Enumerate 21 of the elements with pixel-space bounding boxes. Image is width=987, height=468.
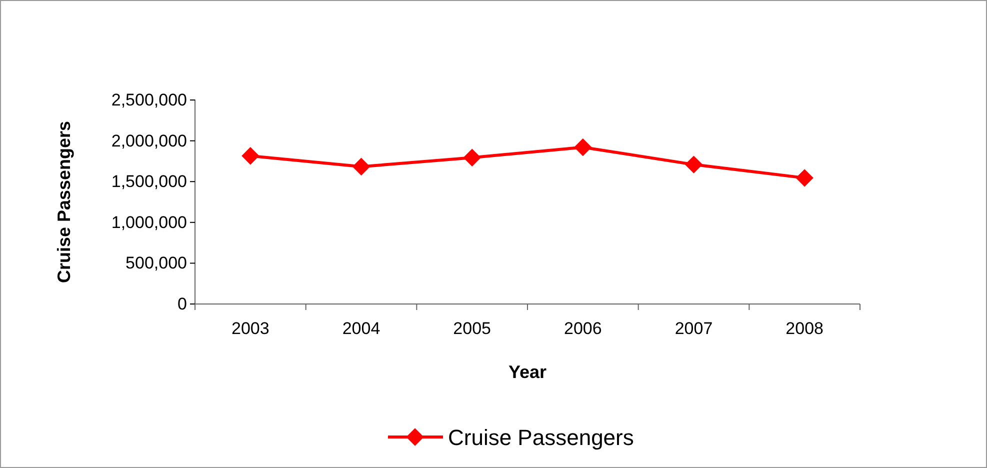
- x-tick-label: 2006: [564, 319, 602, 338]
- y-tick-label: 500,000: [126, 254, 187, 273]
- y-tick-label: 0: [178, 294, 187, 314]
- point: [796, 169, 814, 187]
- x-tick-label: 2003: [232, 319, 270, 338]
- x-tick-label: 2008: [786, 319, 824, 338]
- x-tick-label: 2005: [453, 319, 491, 338]
- x-tick-label: 2004: [342, 319, 380, 338]
- y-tick-label: 2,500,000: [111, 90, 187, 110]
- y-tick-label: 1,000,000: [111, 212, 187, 232]
- x-axis-title: Year: [508, 362, 547, 382]
- y-tick-label: 2,000,000: [111, 131, 187, 150]
- point: [574, 138, 592, 156]
- x-tick-label: 2007: [674, 319, 713, 338]
- point: [352, 158, 370, 176]
- y-tick-label: 1,500,000: [111, 172, 187, 192]
- point: [463, 148, 481, 166]
- legend-label: Cruise Passengers: [448, 425, 634, 450]
- point: [242, 147, 260, 165]
- y-axis-title: Cruise Passengers: [54, 120, 74, 284]
- point: [684, 156, 703, 174]
